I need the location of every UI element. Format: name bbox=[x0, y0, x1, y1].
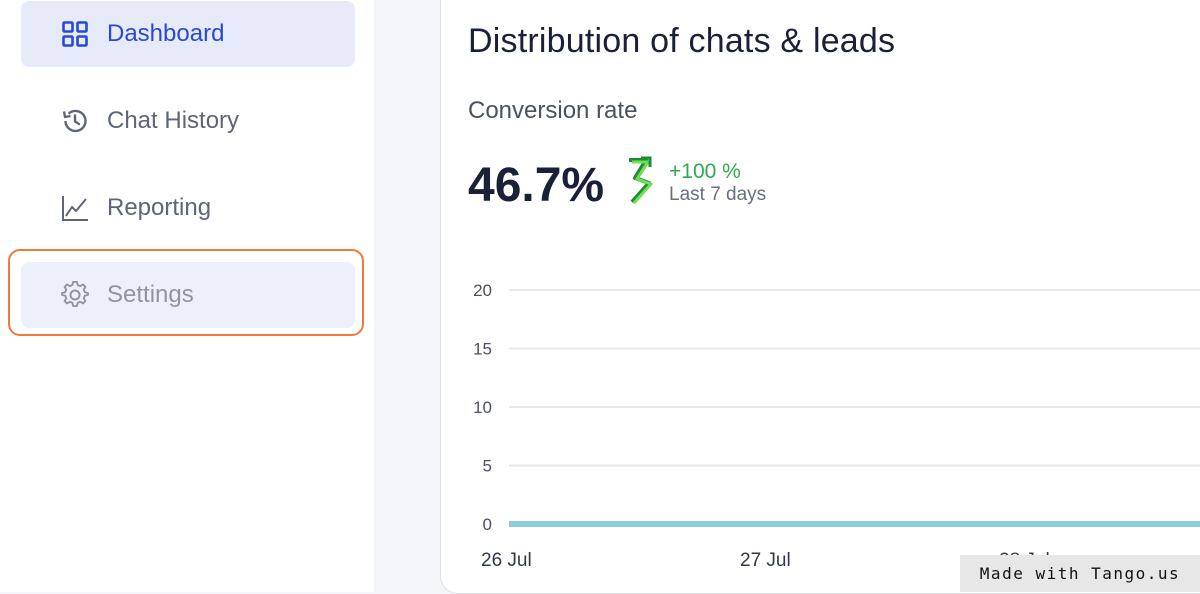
card-title: Distribution of chats & leads bbox=[468, 22, 896, 60]
y-tick-label: 10 bbox=[473, 398, 492, 417]
metric-value: 46.7% bbox=[468, 159, 605, 212]
y-tick-label: 15 bbox=[473, 340, 492, 359]
sidebar-item-reporting[interactable]: Reporting bbox=[21, 175, 355, 241]
metric-label: Conversion rate bbox=[468, 97, 638, 124]
x-tick-label: 27 Jul bbox=[740, 550, 791, 571]
sidebar-item-label: Dashboard bbox=[107, 20, 225, 47]
sidebar-item-label: Chat History bbox=[107, 107, 240, 134]
trend-up-icon bbox=[629, 156, 653, 205]
line-chart-icon bbox=[61, 194, 89, 222]
trend-period: Last 7 days bbox=[669, 184, 767, 205]
sidebar-item-label: Settings bbox=[107, 281, 194, 308]
y-tick-label: 20 bbox=[473, 281, 492, 300]
dashboard-grid-icon bbox=[61, 20, 89, 48]
x-tick-label: 26 Jul bbox=[481, 550, 532, 571]
gear-icon bbox=[61, 281, 89, 309]
sidebar-item-dashboard[interactable]: Dashboard bbox=[21, 1, 355, 67]
history-clock-icon bbox=[61, 107, 89, 135]
sidebar-item-label: Reporting bbox=[107, 194, 212, 221]
y-tick-label: 0 bbox=[483, 515, 492, 534]
sidebar-item-chat-history[interactable]: Chat History bbox=[21, 88, 355, 154]
distribution-card bbox=[440, 0, 1200, 594]
trend-change: +100 % bbox=[669, 160, 741, 183]
sidebar-item-settings[interactable]: Settings bbox=[21, 262, 355, 328]
sidebar: Dashboard Chat History Reporting bbox=[0, 0, 374, 592]
tango-watermark: Made with Tango.us bbox=[960, 555, 1200, 592]
y-tick-label: 5 bbox=[483, 457, 492, 476]
